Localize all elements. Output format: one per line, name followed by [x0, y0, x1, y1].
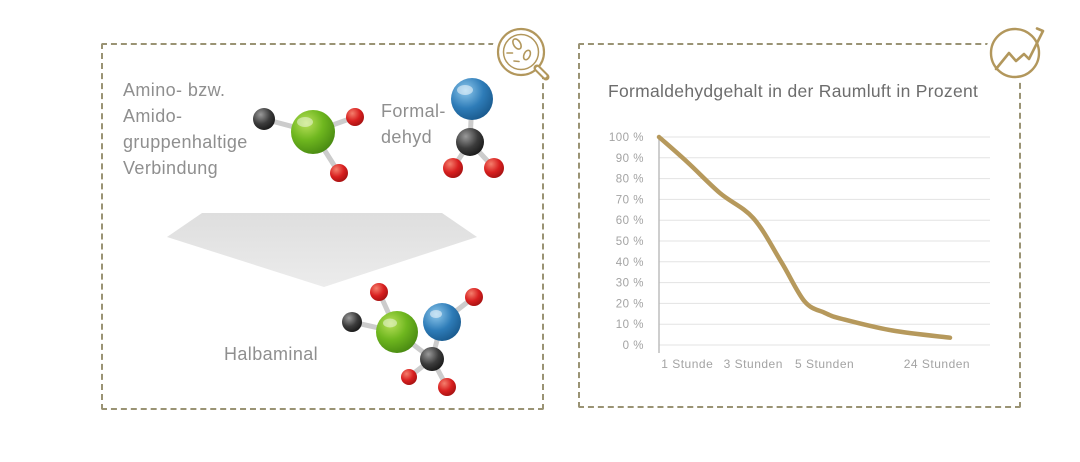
halbaminal-molecule [342, 283, 483, 396]
nitrogen-atom-icon [253, 108, 275, 130]
y-tick-label: 0 % [623, 340, 644, 352]
formaldehyde-line-chart: 100 % 90 % 80 % 70 % 60 % 50 % 40 % 30 % 20 % 10 … [609, 132, 990, 371]
reaction-arrow-down [167, 213, 477, 287]
x-tick-label: 1 Stunde [661, 357, 713, 371]
y-tick-label: 90 % [616, 153, 644, 165]
formaldehyde-molecule [443, 78, 504, 178]
y-tick-label: 50 % [616, 236, 644, 248]
y-tick-label: 10 % [616, 319, 644, 331]
reaction-diagram-panel: Amino- bzw. Amido- gruppenhaltige Verbin… [101, 43, 544, 410]
oxygen-atom-icon [423, 303, 461, 341]
y-tick-label: 80 % [616, 174, 644, 186]
y-tick-label: 20 % [616, 298, 644, 310]
oxygen-atom-icon [330, 164, 348, 182]
oxygen-atom-icon [484, 158, 504, 178]
oxygen-atom-icon [346, 108, 364, 126]
amine-molecule [253, 108, 364, 182]
oxygen-atom-icon [438, 378, 456, 396]
x-tick-label: 3 Stunden [724, 357, 783, 371]
central-atom-icon [291, 110, 335, 154]
reactant-label: Amino- bzw. Amido- gruppenhaltige Verbin… [123, 80, 248, 178]
oxygen-atom-icon [401, 369, 417, 385]
chart-title: Formaldehydgehalt in der Raumluft in Pro… [608, 81, 979, 101]
y-tick-label: 70 % [616, 194, 644, 206]
reaction-diagram-graphic [167, 78, 504, 396]
formaldehyde-label: Formal- dehyd [381, 101, 446, 147]
chart-panel: Formaldehydgehalt in der Raumluft in Pro… [578, 43, 1021, 408]
x-tick-label: 24 Stunden [904, 357, 970, 371]
carbon-atom-icon [420, 347, 444, 371]
y-tick-label: 40 % [616, 257, 644, 269]
chart-line [656, 134, 953, 340]
nitrogen-atom-icon [342, 312, 362, 332]
oxygen-atom-icon [443, 158, 463, 178]
carbon-atom-icon [456, 128, 484, 156]
oxygen-atom-icon [465, 288, 483, 306]
y-tick-label: 30 % [616, 278, 644, 290]
central-atom-icon [376, 311, 418, 353]
oxygen-atom-icon [370, 283, 388, 301]
y-tick-label: 60 % [616, 215, 644, 227]
x-tick-label: 5 Stunden [795, 357, 854, 371]
oxygen-atom-icon [451, 78, 493, 120]
y-tick-label: 100 % [609, 132, 644, 144]
product-label: Halbaminal [224, 344, 319, 364]
